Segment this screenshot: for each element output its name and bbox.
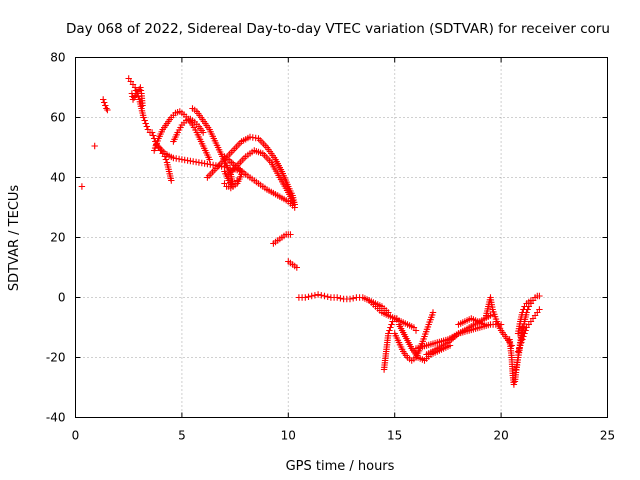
- data-marks: [78, 75, 543, 388]
- x-tick-label: 20: [493, 429, 508, 443]
- x-tick-label: 0: [72, 429, 80, 443]
- data-marks-hump-4.6-to-6: [170, 115, 207, 145]
- data-marks-segment-9.3-to-10.1: [270, 231, 294, 247]
- data-marks-rising-16.5-to-19.7: [423, 312, 494, 358]
- data-marks-cluster-18-to-19.3: [455, 315, 488, 328]
- x-tick-label: 10: [281, 429, 296, 443]
- data-marks-late-segment-20.8-to-21.5: [514, 297, 537, 337]
- grid: [75, 57, 608, 418]
- y-tick-label: -40: [46, 411, 66, 425]
- data-marks-early-points: [78, 96, 111, 190]
- x-tick-label: 25: [600, 429, 615, 443]
- data-marks-descent-5.5-to-7.4: [189, 105, 237, 187]
- y-tick-label: 20: [50, 231, 65, 245]
- data-marks-cluster-7-to-7.6: [221, 177, 241, 192]
- plot-frame: [75, 57, 608, 418]
- x-tick-label: 5: [178, 429, 186, 443]
- y-tick-label: 60: [50, 111, 65, 125]
- data-marks-spike-14.5-to-15.2: [380, 315, 403, 373]
- data-marks-spike-19.3-to-20.5: [483, 294, 515, 349]
- y-tick-label: -20: [46, 351, 66, 365]
- y-tick-label: 0: [58, 291, 66, 305]
- data-marks-upper-arc-6.2-to-10.3: [204, 133, 298, 208]
- chart-title: Day 068 of 2022, Sidereal Day-to-day VTE…: [66, 21, 610, 37]
- y-tick-label: 80: [50, 51, 65, 65]
- y-axis-label: SDTVAR / TECUs: [7, 185, 22, 292]
- data-marks-rise-20.8-to-21.8: [514, 306, 543, 355]
- data-marks-lower-band-7-to-10.3: [221, 153, 298, 211]
- x-tick-label: 15: [387, 429, 402, 443]
- y-tick-label: 40: [50, 171, 65, 185]
- x-axis-label: GPS time / hours: [286, 459, 395, 474]
- data-marks-segment-10-to-10.4: [285, 258, 300, 271]
